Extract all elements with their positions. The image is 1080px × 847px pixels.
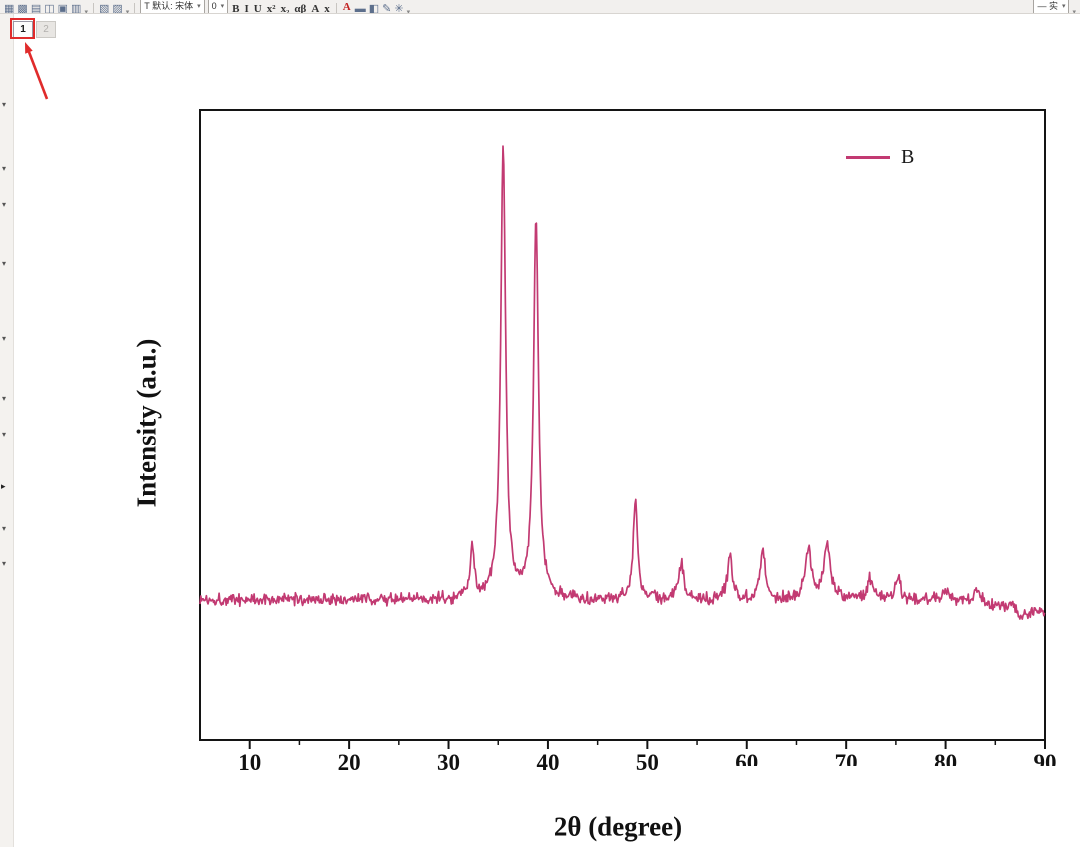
toolbar-separator	[92, 3, 94, 13]
decrease-font-button[interactable]: x	[324, 3, 330, 14]
line-style-combo[interactable]: — 实 ▾	[1033, 0, 1070, 13]
combo-value: — 实	[1037, 1, 1058, 11]
x-tick-label: 10	[238, 750, 262, 775]
new-worksheet-icon[interactable]: ▥	[71, 3, 82, 14]
x-tick-label: 50	[635, 750, 659, 775]
left-toolbar-strip: ▾ ▾ ▾ ▾ ▾ ▾ ▾ ▾ ▾ ▸	[0, 14, 14, 847]
toolbar-overflow-icon[interactable]: ▾	[84, 9, 88, 14]
dropdown-arrow-icon[interactable]: ▾	[2, 394, 7, 403]
legend-line-swatch	[846, 155, 890, 159]
dropdown-arrow-icon[interactable]: ▾	[2, 559, 7, 568]
combo-value: 0	[211, 1, 217, 11]
legend-label: B	[901, 145, 915, 168]
effects-icon[interactable]: ✳	[394, 3, 404, 14]
new-project-icon[interactable]: ▦	[4, 3, 15, 14]
x-tick-label: 40	[536, 750, 560, 775]
tab-1[interactable]: 1	[13, 21, 33, 38]
chevron-down-icon: ▾	[197, 3, 201, 10]
paste-icon[interactable]: ▨	[112, 3, 123, 14]
draw-icon[interactable]: ✎	[382, 3, 392, 14]
font-family-combo[interactable]: T 默认: 宋体 ▾	[140, 0, 205, 13]
dropdown-arrow-icon[interactable]: ▾	[2, 430, 7, 439]
dropdown-arrow-icon[interactable]: ▾	[2, 200, 7, 209]
tab-2[interactable]: 2	[36, 21, 56, 38]
superscript-button[interactable]: x²	[266, 3, 276, 14]
dropdown-arrow-icon[interactable]: ▾	[2, 259, 7, 268]
new-graph-icon[interactable]: ◫	[44, 3, 55, 14]
bold-button[interactable]: B	[232, 3, 240, 14]
chevron-down-icon: ▾	[220, 3, 225, 10]
copy-icon[interactable]: ▧	[98, 3, 110, 14]
font-size-combo[interactable]: 0 ▾	[207, 0, 229, 13]
font-color-button[interactable]: A	[342, 1, 351, 13]
open-icon[interactable]: ▩	[17, 3, 28, 14]
underline-button[interactable]: U	[253, 3, 262, 14]
x-axis-label[interactable]: 2θ (degree)	[553, 811, 683, 842]
italic-button[interactable]: I	[244, 3, 249, 14]
greek-symbols-button[interactable]: αβ	[294, 3, 307, 14]
toolbar-overflow-icon[interactable]: ▾	[406, 9, 411, 14]
toolbar-separator	[335, 3, 337, 13]
dropdown-arrow-icon[interactable]: ▾	[2, 100, 7, 109]
panel-expand-handle[interactable]: ▸	[1, 481, 6, 491]
new-matrix-icon[interactable]: ▣	[57, 3, 69, 14]
highlight-color-icon[interactable]: ▬	[354, 3, 366, 14]
toolbar-overflow-icon[interactable]: ▾	[1072, 9, 1076, 14]
toolbar-overflow-icon[interactable]: ▾	[125, 9, 130, 14]
dropdown-arrow-icon[interactable]: ▾	[2, 524, 7, 533]
subscript-button[interactable]: x₂	[280, 3, 290, 14]
save-icon[interactable]: ▤	[30, 3, 42, 14]
legend[interactable]: B	[846, 145, 915, 168]
white-patch-overlay	[703, 766, 1080, 804]
increase-font-button[interactable]: A	[311, 3, 320, 14]
window-tabs: 1 2	[13, 21, 56, 38]
y-axis-label[interactable]: Intensity (a.u.)	[131, 338, 162, 508]
dropdown-arrow-icon[interactable]: ▾	[2, 334, 7, 343]
x-tick-label: 30	[437, 750, 461, 775]
fill-color-icon[interactable]: ◧	[368, 3, 380, 14]
graph-layer[interactable]	[200, 110, 1045, 740]
dropdown-arrow-icon[interactable]: ▾	[2, 164, 7, 173]
x-tick-label: 20	[337, 750, 361, 775]
combo-value: T 默认: 宋体	[144, 1, 194, 11]
toolbar-separator	[134, 3, 136, 13]
chevron-down-icon: ▾	[1061, 3, 1066, 10]
red-arrow-annotation	[25, 42, 49, 100]
